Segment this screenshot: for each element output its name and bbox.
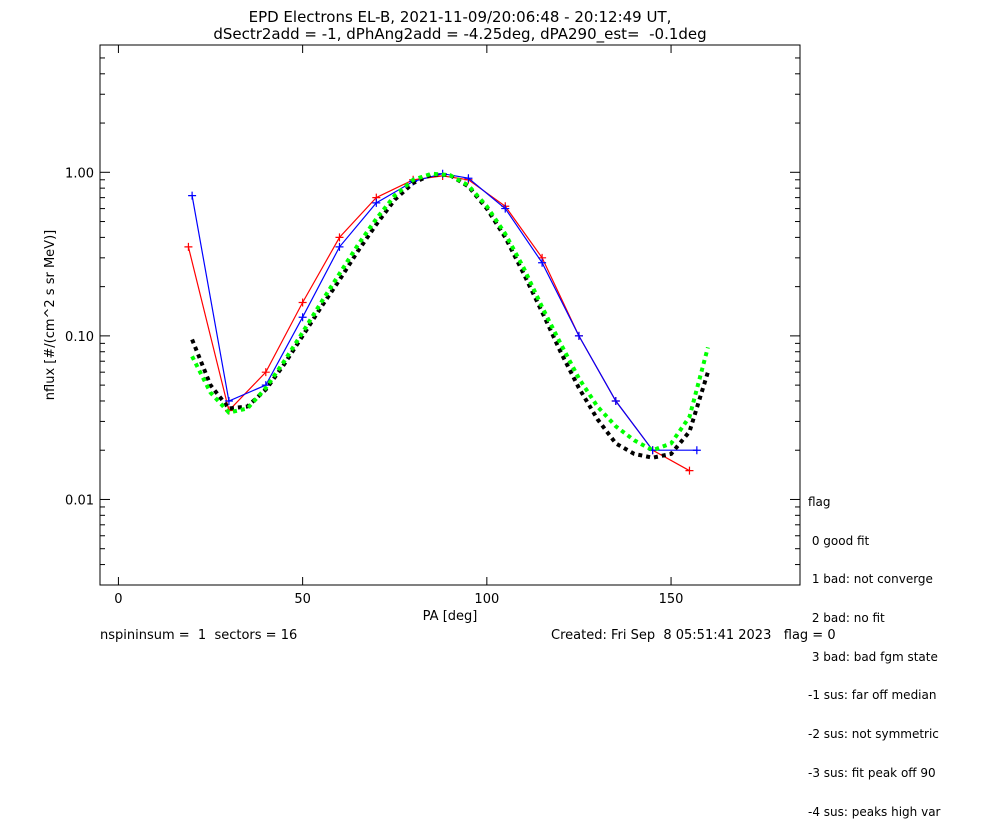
x-tick-label: 100 — [474, 592, 499, 607]
data-point — [188, 191, 197, 200]
chart-canvas: 0 50 100 150 0.01 0.10 1.00 PA [deg] nflux [#/… — [43, 44, 801, 624]
data-point — [685, 466, 694, 475]
data-point — [501, 204, 510, 213]
data-point — [335, 242, 344, 251]
flag-legend: flag 0 good fit 1 bad: not converge 2 ba… — [808, 470, 940, 831]
legend-item: 3 bad: bad fgm state — [808, 649, 938, 664]
data-point — [298, 298, 307, 307]
series-line-1 — [191, 173, 697, 451]
x-axis-label: PA [deg] — [423, 609, 478, 624]
footer-left: nspininsum = 1 sectors = 16 — [100, 628, 298, 643]
legend-item: 1 bad: not converge — [808, 572, 933, 587]
axes-layer: 0 50 100 150 0.01 0.10 1.00 — [65, 45, 800, 607]
legend-title: flag — [808, 494, 831, 509]
data-point — [538, 258, 547, 267]
series-line-3 — [190, 171, 710, 453]
legend-item: -1 sus: far off median — [808, 688, 937, 703]
data-point — [261, 368, 270, 377]
series-line-2 — [190, 172, 710, 460]
legend-item: -4 sus: peaks high var — [808, 804, 941, 819]
footer-right: Created: Fri Sep 8 05:51:41 2023 flag = … — [551, 628, 836, 643]
data-point — [298, 313, 307, 322]
data-point — [372, 198, 381, 207]
legend-item: 0 good fit — [808, 533, 870, 548]
chart-title-line1: EPD Electrons EL-B, 2021-11-09/20:06:48 … — [248, 8, 672, 26]
data-layer — [184, 169, 710, 475]
y-tick-label: 1.00 — [65, 166, 94, 181]
plot-frame — [99, 44, 801, 586]
legend-item: -2 sus: not symmetric — [808, 727, 939, 742]
data-point — [574, 331, 583, 340]
chart-title-line2: dSectr2add = -1, dPhAng2add = -4.25deg, … — [213, 25, 707, 43]
x-tick-label: 150 — [659, 592, 684, 607]
data-point — [184, 242, 193, 251]
legend-item: -3 sus: fit peak off 90 — [808, 765, 936, 780]
x-tick-label: 50 — [294, 592, 311, 607]
data-point — [611, 396, 620, 405]
data-point — [335, 233, 344, 242]
data-point — [224, 396, 233, 405]
data-point — [692, 446, 701, 455]
x-tick-label: 0 — [114, 592, 122, 607]
data-point — [464, 174, 473, 183]
y-tick-label: 0.10 — [65, 330, 94, 345]
y-tick-label: 0.01 — [65, 493, 94, 508]
legend-item: 2 bad: no fit — [808, 610, 885, 625]
y-axis-label: nflux [#/(cm^2 s sr MeV)] — [43, 230, 58, 400]
